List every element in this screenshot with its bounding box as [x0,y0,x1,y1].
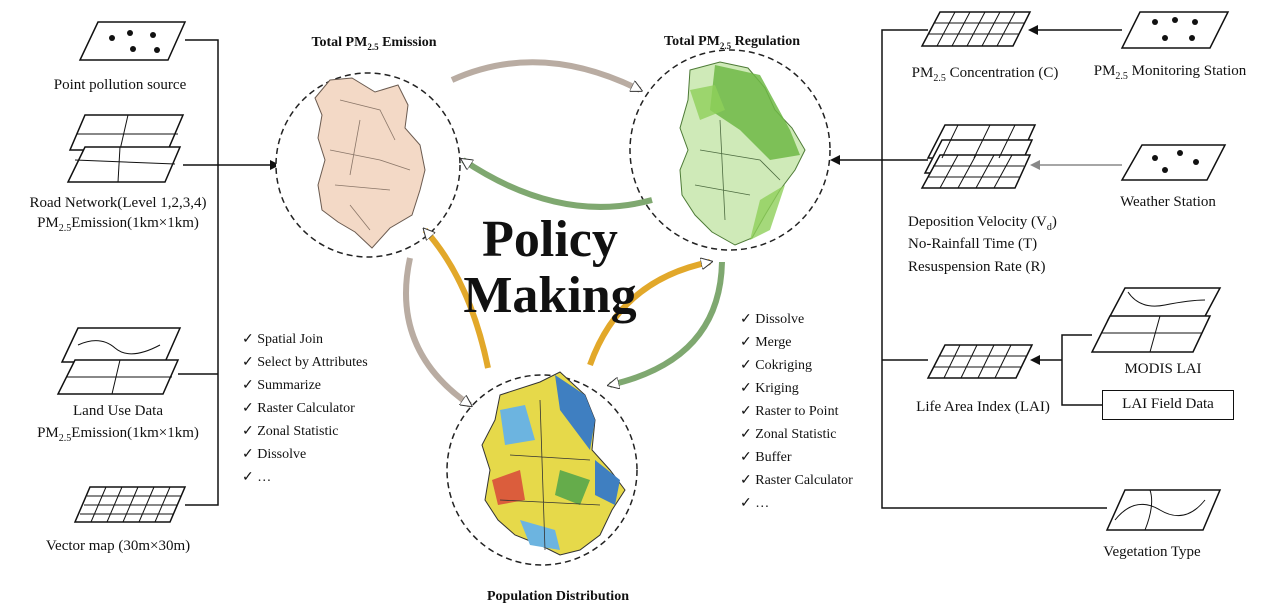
modis-lai-icon [1090,287,1222,353]
no-rainfall-label: No-Rainfall Time (T) [908,236,1038,252]
road-network-label: Road Network(Level 1,2,3,4) [29,195,207,211]
regulation-circle [629,49,831,251]
concentration-label: PM2.5 Concentration (C) [911,65,1059,84]
road-network-icon [66,114,185,183]
right-tool-item: ✓ Dissolve [740,312,805,327]
left-tool-item: ✓ Select by Attributes [242,355,368,370]
point-source-label: Point pollution source [53,77,187,93]
left-tool-item: ✓ Spatial Join [242,332,323,347]
lai-field-data-box: LAI Field Data [1102,390,1234,420]
deposition-grid-icon [920,124,1037,189]
deposition-label: Deposition Velocity (Vd) [908,214,1057,233]
right-tool-item: ✓ … [740,496,770,511]
right-tool-item: ✓ Kriging [740,381,799,396]
regulation-title: Total PM2.5 Regulation [664,34,800,51]
left-tool-item: ✓ Dissolve [242,447,307,462]
lai-grid-icon [926,344,1034,379]
right-tool-list: ✓ Dissolve ✓ Merge ✓ Cokriging ✓ Kriging… [740,308,853,515]
right-tool-item: ✓ Merge [740,335,792,350]
point-source-icon [78,21,187,61]
life-area-index-label: Life Area Index (LAI) [916,399,1050,415]
emission-title: Total PM2.5 Emission [311,35,437,52]
concentration-grid-icon [920,11,1032,47]
right-tool-item: ✓ Raster to Point [740,404,839,419]
land-use-icon [56,327,182,395]
monitoring-station-label: PM2.5 Monitoring Station [1093,63,1247,82]
vector-map-label: Vector map (30m×30m) [45,538,191,554]
population-title: Population Distribution [487,589,629,604]
land-use-label: Land Use Data [73,403,163,419]
left-connectors [178,39,280,506]
land-use-emission-label: PM2.5Emission(1km×1km) [37,425,199,444]
weather-station-label: Weather Station [1120,194,1216,210]
modis-lai-label: MODIS LAI [1124,361,1202,377]
right-connectors [830,25,1122,509]
resuspension-label: Resuspension Rate (R) [908,259,1046,275]
right-tool-item: ✓ Zonal Statistic [740,427,837,442]
vector-map-icon [73,486,187,523]
population-circle [446,371,638,566]
left-tool-item: ✓ Zonal Statistic [242,424,339,439]
vegetation-icon [1105,489,1222,531]
monitoring-station-icon [1120,11,1230,49]
emission-circle [275,72,461,258]
left-tool-item: ✓ … [242,470,272,485]
policy-making-title: Policy Making [460,212,640,324]
weather-station-icon [1120,144,1227,181]
left-tool-item: ✓ Raster Calculator [242,401,355,416]
left-tool-list: ✓ Spatial Join ✓ Select by Attributes ✓ … [242,328,368,489]
right-tool-item: ✓ Raster Calculator [740,473,853,488]
making-word: Making [463,267,637,324]
left-tool-item: ✓ Summarize [242,378,321,393]
right-tool-item: ✓ Buffer [740,450,792,465]
cycle-arrows [403,59,725,408]
vegetation-type-label: Vegetation Type [1103,544,1201,560]
right-tool-item: ✓ Cokriging [740,358,813,373]
policy-word: Policy [482,211,618,268]
road-emission-label: PM2.5Emission(1km×1km) [37,215,199,234]
